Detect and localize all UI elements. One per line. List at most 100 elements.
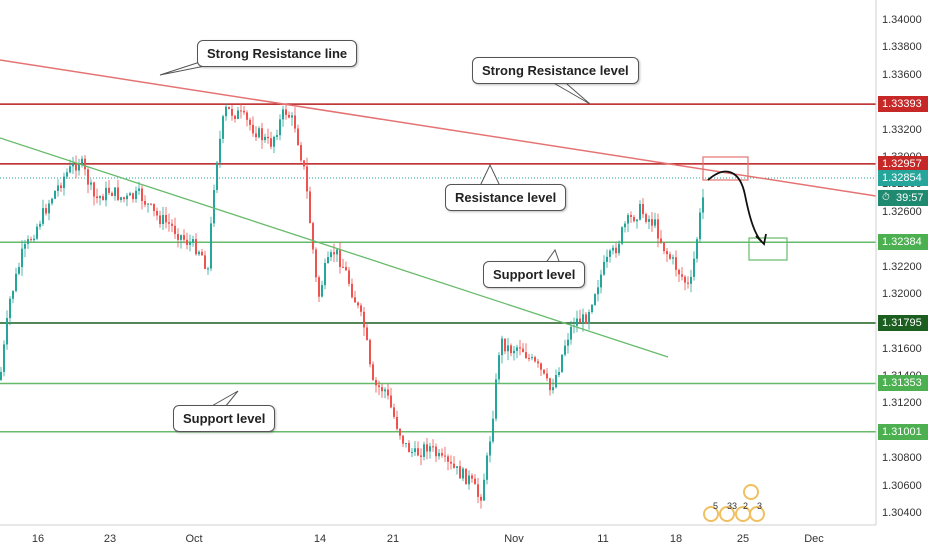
candle-body: [483, 479, 485, 501]
candle-body: [417, 448, 419, 456]
y-tick-label: 1.30400: [882, 507, 922, 519]
callout-support-level-upper: Support level: [483, 261, 586, 288]
candle-body: [522, 348, 524, 353]
callout-tail: [544, 248, 561, 265]
us-flag-icon[interactable]: [719, 506, 735, 522]
candle-body: [228, 106, 230, 109]
candle-body: [300, 145, 302, 161]
candle-body: [435, 446, 437, 457]
candle-body: [501, 338, 503, 356]
candle-body: [444, 455, 446, 457]
candle-body: [411, 451, 413, 453]
candle-body: [429, 446, 431, 452]
candle-body: [132, 193, 134, 200]
candle-body: [0, 371, 2, 380]
candle-body: [369, 339, 371, 365]
candle-body: [456, 466, 458, 468]
candle-body: [279, 119, 281, 136]
candle-body: [612, 247, 614, 251]
candle-body: [333, 252, 335, 255]
candle-body: [54, 190, 56, 199]
candle-body: [189, 242, 191, 245]
candle-body: [555, 375, 557, 388]
support-trendline: [0, 137, 669, 358]
candle-body: [138, 188, 140, 191]
x-tick-label: 14: [313, 533, 327, 545]
candle-body: [30, 239, 32, 241]
candle-body: [702, 197, 704, 213]
candle-body: [414, 448, 416, 452]
candle-body: [81, 158, 83, 165]
candle-body: [27, 239, 29, 244]
x-tick-label: Dec: [804, 533, 824, 545]
candle-body: [171, 223, 173, 226]
candle-body: [357, 302, 359, 306]
x-tick-label: 25: [736, 533, 750, 545]
candle-body: [510, 345, 512, 354]
callout-tail: [479, 163, 501, 187]
price-tag-sup4: 1.31001: [878, 423, 928, 440]
candle-body: [135, 190, 137, 200]
candle-body: [330, 252, 332, 258]
candle-body: [504, 338, 506, 352]
candle-body: [144, 201, 146, 205]
candle-body: [654, 219, 656, 226]
candle-body: [360, 305, 362, 312]
candle-body: [684, 276, 686, 283]
candle-body: [390, 395, 392, 408]
candle-body: [615, 247, 617, 254]
candle-body: [582, 314, 584, 323]
candle-body: [75, 163, 77, 171]
callout-strong-resistance-level: Strong Resistance level: [472, 57, 639, 84]
candle-body: [264, 136, 266, 141]
candle-body: [12, 290, 14, 299]
candle-body: [384, 389, 386, 392]
candle-body: [168, 222, 170, 224]
candle-body: [645, 214, 647, 222]
canada-flag-icon[interactable]: [743, 484, 759, 500]
resistance-zone-box: [702, 156, 749, 181]
candle-body: [558, 371, 560, 376]
event-count-c: 2: [743, 501, 749, 511]
candle-body: [696, 239, 698, 259]
candle-body: [249, 119, 251, 125]
economic-events[interactable]: 5 33 2 3: [703, 484, 765, 524]
us-flag-icon[interactable]: [703, 506, 719, 522]
candle-body: [210, 223, 212, 269]
candle-body: [339, 249, 341, 267]
candle-body: [78, 164, 80, 171]
candle-body: [453, 463, 455, 468]
candle-body: [15, 273, 17, 291]
x-tick-label: 18: [669, 533, 683, 545]
candle-body: [255, 133, 257, 138]
candle-body: [498, 355, 500, 380]
candle-body: [42, 208, 44, 224]
candle-body: [516, 347, 518, 351]
candle-body: [564, 345, 566, 355]
candle-body: [492, 418, 494, 442]
y-tick-label: 1.32200: [882, 260, 922, 273]
candle-body: [261, 128, 263, 141]
candle-body: [639, 203, 641, 220]
candle-body: [51, 198, 53, 204]
candle-body: [465, 468, 467, 485]
candle-body: [66, 172, 68, 177]
candle-body: [675, 257, 677, 270]
candle-body: [183, 235, 185, 240]
callout-resistance-level: Resistance level: [445, 184, 567, 211]
candle-body: [432, 446, 434, 448]
candle-body: [225, 106, 227, 117]
candle-body: [531, 357, 533, 359]
candle-body: [486, 455, 488, 480]
candle-body: [174, 225, 176, 235]
candle-body: [393, 407, 395, 417]
candle-body: [600, 274, 602, 288]
canada-flag-icon[interactable]: [749, 506, 765, 522]
candle-body: [636, 219, 638, 222]
candle-body: [528, 358, 530, 360]
x-tick-label: 23: [103, 533, 117, 545]
y-tick-label: 1.33800: [882, 41, 922, 54]
candle-body: [324, 263, 326, 286]
strong-resistance-trendline: [0, 59, 877, 197]
